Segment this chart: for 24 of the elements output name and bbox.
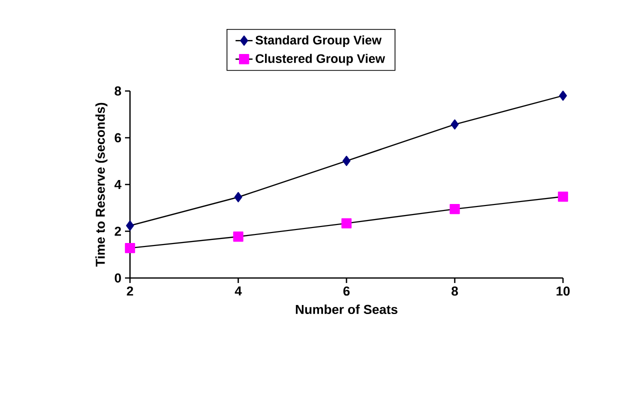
- y-tick-label: 4: [114, 180, 122, 189]
- point: [559, 90, 567, 101]
- y-tick-label: 8: [114, 86, 122, 96]
- point: [233, 232, 244, 242]
- point: [558, 192, 568, 202]
- point: [341, 218, 352, 228]
- point: [126, 220, 134, 231]
- legend-label: Clustered Group View: [256, 54, 386, 66]
- x-tick-label: 10: [556, 286, 570, 296]
- point: [450, 204, 460, 214]
- y-axis-title: Time to Reserve (seconds): [95, 102, 108, 267]
- point: [342, 156, 350, 166]
- legend-label: Standard Group View: [256, 35, 382, 47]
- x-tick-label: 8: [452, 286, 458, 296]
- y-tick-label: 0: [114, 273, 121, 283]
- point: [124, 243, 136, 254]
- x-tick-label: 2: [126, 286, 134, 296]
- point: [450, 119, 459, 130]
- x-axis-title: Number of Seats: [296, 304, 398, 314]
- x-tick-label: 4: [234, 286, 242, 296]
- y-tick-label: 2: [114, 226, 121, 236]
- point: [234, 192, 242, 202]
- x-tick-label: 6: [343, 286, 350, 296]
- y-tick-label: 6: [114, 133, 122, 142]
